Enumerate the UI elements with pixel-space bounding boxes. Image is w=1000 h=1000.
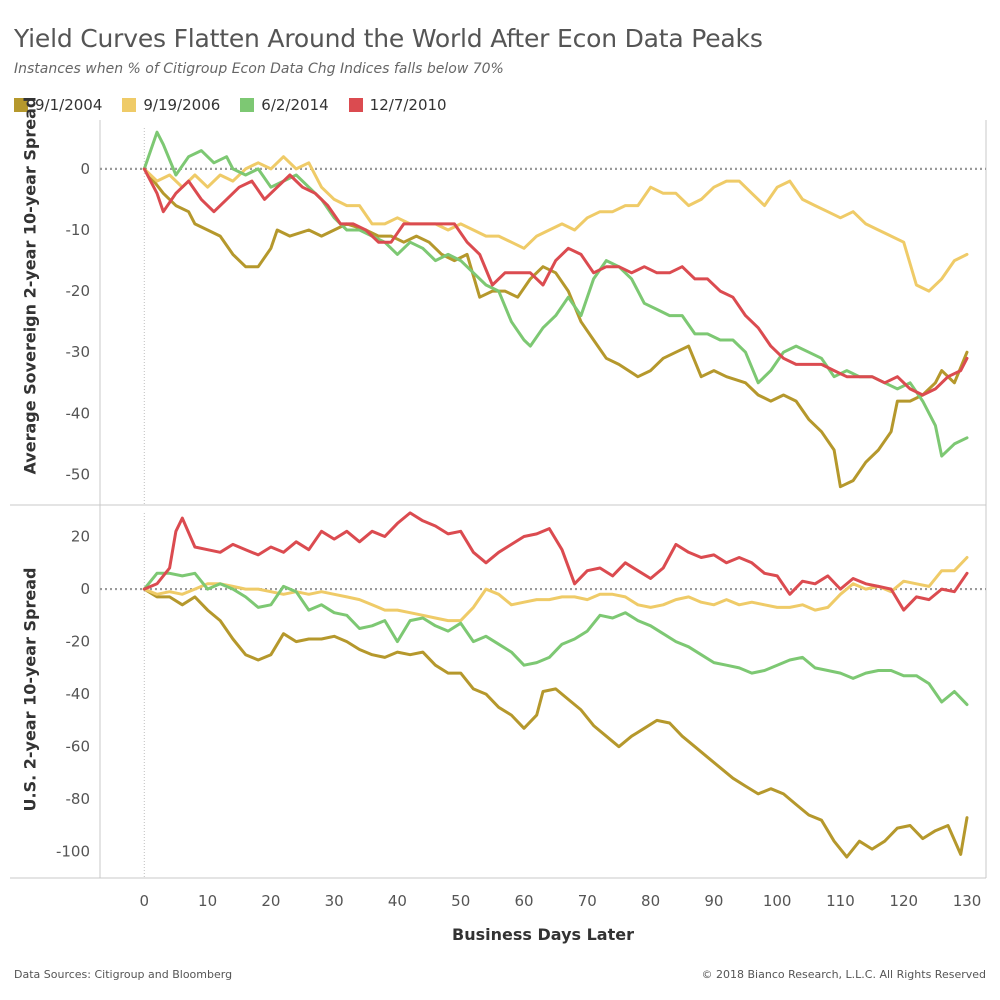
legend-label: 12/7/2010	[369, 96, 447, 114]
series-line-6-2-2014	[142, 571, 969, 707]
legend-swatch	[348, 98, 363, 112]
bottom-y-axis-label: U.S. 2-year 10-year Spread	[20, 567, 40, 812]
series-line-9-1-2004	[142, 167, 969, 489]
chart-subtitle: Instances when % of Citigroup Econ Data …	[14, 61, 504, 77]
copyright-note: © 2018 Bianco Research, L.L.C. All Right…	[701, 968, 986, 981]
legend-item-2014[interactable]: 6/2/2014	[240, 96, 329, 114]
legend-label: 9/1/2004	[35, 96, 103, 114]
y-tick-label: -50	[66, 465, 91, 483]
x-tick-label: 90	[704, 892, 723, 910]
y-tick-label: -40	[66, 685, 91, 703]
source-note: Data Sources: Citigroup and Bloomberg	[14, 968, 233, 981]
x-tick-label: 110	[826, 892, 855, 910]
legend-swatch	[240, 98, 255, 112]
series-line-12-7-2010	[142, 511, 969, 612]
y-tick-label: -20	[66, 282, 91, 300]
y-tick-label: -10	[66, 221, 91, 239]
legend-item-2006[interactable]: 9/19/2006	[122, 96, 220, 114]
chart-title: Yield Curves Flatten Around the World Af…	[14, 24, 763, 53]
series-line-9-19-2006	[142, 556, 969, 623]
x-tick-label: 20	[261, 892, 280, 910]
x-tick-label: 130	[953, 892, 982, 910]
x-tick-label: 40	[388, 892, 407, 910]
y-tick-label: -60	[66, 738, 91, 756]
x-tick-label: 30	[325, 892, 344, 910]
legend-item-2010[interactable]: 12/7/2010	[348, 96, 447, 114]
x-tick-label: 10	[198, 892, 217, 910]
y-tick-label: -20	[66, 633, 91, 651]
series-line-9-1-2004	[142, 587, 969, 859]
y-tick-label: -80	[66, 790, 91, 808]
legend-swatch	[14, 98, 28, 112]
y-tick-label: -30	[66, 343, 91, 361]
series-line-6-2-2014	[142, 130, 969, 458]
y-tick-label: -100	[56, 843, 90, 861]
x-tick-label: 60	[514, 892, 533, 910]
x-tick-label: 80	[641, 892, 660, 910]
legend-item-2004[interactable]: 9/1/2004	[14, 96, 102, 114]
x-tick-label: 100	[763, 892, 792, 910]
series-line-12-7-2010	[142, 167, 969, 397]
legend-label: 6/2/2014	[261, 96, 329, 114]
y-tick-label: 0	[80, 580, 90, 598]
series-line-9-19-2006	[142, 155, 969, 293]
legend-swatch	[122, 98, 137, 112]
legend: 9/1/2004 9/19/2006 6/2/2014 12/7/2010	[14, 96, 447, 114]
y-tick-label: 20	[71, 528, 90, 546]
x-tick-label: 120	[889, 892, 918, 910]
y-tick-label: 0	[80, 160, 90, 178]
y-tick-label: -40	[66, 404, 91, 422]
x-tick-label: 0	[140, 892, 150, 910]
legend-label: 9/19/2006	[143, 96, 221, 114]
x-tick-label: 70	[578, 892, 597, 910]
x-tick-label: 50	[451, 892, 470, 910]
top-y-axis-label: Average Sovereign 2-year 10-year Spread	[20, 96, 40, 475]
x-axis-label: Business Days Later	[452, 925, 634, 944]
